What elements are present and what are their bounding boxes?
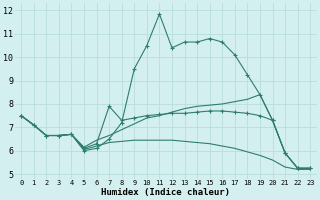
- X-axis label: Humidex (Indice chaleur): Humidex (Indice chaleur): [101, 188, 230, 197]
